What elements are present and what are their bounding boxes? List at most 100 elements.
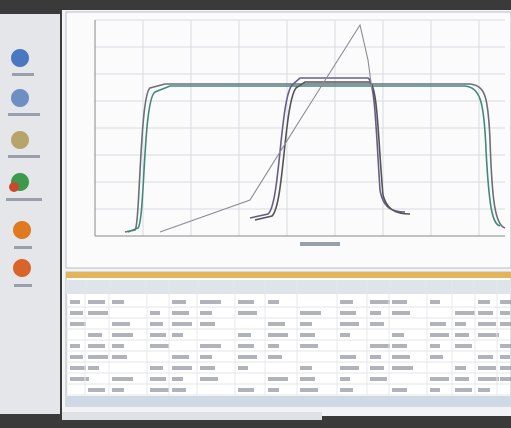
cell-blur [238, 388, 254, 392]
cell-blur [340, 355, 356, 359]
cell-blur [172, 377, 183, 381]
cell-blur [392, 333, 404, 337]
cell-blur [430, 388, 440, 392]
cell-blur [500, 311, 510, 315]
cell-blur [88, 333, 102, 337]
cell-blur [172, 355, 189, 359]
icon-caption [14, 246, 32, 249]
cell-blur [268, 322, 285, 326]
status-bar [62, 412, 322, 420]
cell-blur [200, 311, 212, 315]
table-toolbar [66, 272, 511, 278]
cell-blur [300, 344, 318, 348]
cell-blur [500, 377, 511, 381]
cell-blur [370, 311, 381, 315]
cell-blur [370, 355, 381, 359]
cell-blur [268, 377, 288, 381]
cell-blur [370, 300, 390, 304]
cell-blur [150, 322, 163, 326]
cell-blur [238, 333, 251, 337]
cell-blur [150, 377, 166, 381]
cell-blur [112, 333, 133, 337]
cell-blur [340, 377, 350, 381]
cell-blur [88, 300, 105, 304]
icon[interactable] [11, 49, 29, 67]
cell-blur [150, 388, 169, 392]
cell-blur [88, 366, 99, 370]
icon-caption [8, 155, 40, 158]
cell-blur [200, 355, 212, 359]
cell-blur [370, 377, 387, 381]
icon-caption [14, 284, 32, 287]
cell-blur [238, 344, 254, 348]
cell-blur [478, 322, 496, 326]
icon[interactable] [11, 89, 29, 107]
cell-blur [268, 344, 279, 348]
cell-blur [88, 344, 105, 348]
cell-blur [430, 344, 440, 348]
cell-blur [455, 344, 472, 348]
cell-blur [238, 355, 257, 359]
icon[interactable] [11, 131, 29, 149]
cell-blur [370, 344, 390, 348]
cell-blur [268, 355, 282, 359]
cell-blur [392, 366, 413, 370]
cell-blur [430, 322, 446, 326]
cell-blur [392, 344, 407, 348]
cell-blur [300, 333, 315, 337]
cell-blur [70, 311, 83, 315]
cell-blur [478, 333, 499, 337]
cell-blur [455, 388, 472, 392]
table-header [66, 280, 511, 294]
cell-blur [200, 322, 215, 326]
cell-blur [172, 388, 186, 392]
cell-blur [172, 311, 189, 315]
icon[interactable] [13, 221, 31, 239]
cell-blur [478, 366, 496, 370]
cell-blur [430, 300, 440, 304]
cell-blur [500, 366, 511, 370]
cell-blur [370, 322, 384, 326]
cell-blur [455, 366, 466, 370]
cell-blur [340, 311, 356, 315]
table-selected-row [66, 396, 511, 406]
cell-blur [238, 311, 257, 315]
cell-blur [200, 300, 221, 304]
cell-blur [455, 322, 466, 326]
cell-blur [478, 388, 490, 392]
cell-blur [500, 344, 511, 348]
cell-blur [340, 333, 350, 337]
icon-caption [8, 113, 40, 116]
cell-blur [70, 366, 86, 370]
cell-blur [70, 377, 89, 381]
cell-blur [300, 388, 318, 392]
cell-blur [455, 377, 469, 381]
cell-blur [478, 300, 490, 304]
icon-caption [12, 73, 34, 76]
cell-blur [112, 377, 133, 381]
cell-blur [340, 366, 359, 370]
cell-blur [392, 355, 410, 359]
cell-blur [392, 311, 410, 315]
cell-blur [392, 300, 407, 304]
icon[interactable] [13, 259, 31, 277]
cell-blur [172, 333, 183, 337]
cell-blur [172, 322, 192, 326]
cell-blur [268, 388, 279, 392]
cell-blur [478, 355, 493, 359]
cell-blur [340, 322, 359, 326]
cell-blur [268, 300, 279, 304]
cell-blur [70, 355, 83, 359]
cell-blur [150, 344, 169, 348]
cell-blur [150, 333, 166, 337]
screen [0, 0, 511, 428]
cell-blur [112, 322, 130, 326]
cell-blur [300, 311, 321, 315]
cell-blur [500, 355, 510, 359]
cell-blur [455, 311, 475, 315]
cell-blur [112, 300, 124, 304]
cell-blur [300, 377, 315, 381]
cell-blur [88, 355, 108, 359]
cell-blur [172, 300, 186, 304]
cell-blur [70, 344, 80, 348]
